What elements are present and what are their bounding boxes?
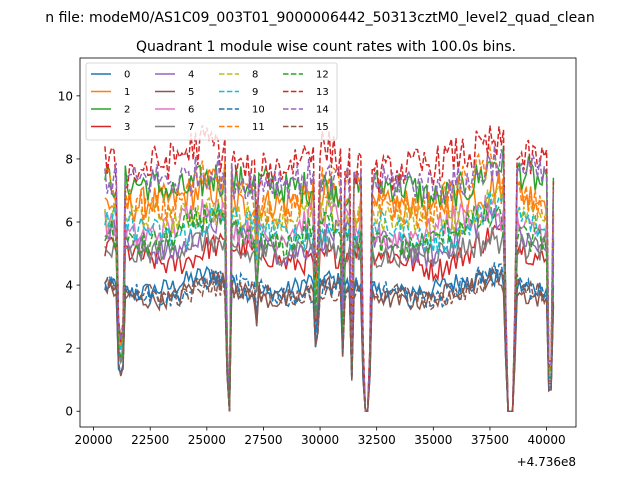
series-line-10	[104, 262, 555, 412]
x-tick-label: 40000	[527, 433, 565, 447]
y-tick-label: 4	[65, 279, 73, 293]
x-tick-label: 37500	[471, 433, 509, 447]
legend-label-1: 1	[124, 87, 130, 98]
series-line-3	[104, 223, 555, 412]
legend-label-11: 11	[252, 122, 265, 133]
legend-label-6: 6	[188, 105, 194, 116]
legend-label-15: 15	[316, 122, 329, 133]
legend-label-5: 5	[188, 87, 194, 98]
series-line-9	[104, 191, 555, 412]
legend-label-0: 0	[124, 70, 130, 81]
chart-title: Quadrant 1 module wise count rates with …	[136, 39, 516, 55]
x-tick-label: 30000	[301, 433, 339, 447]
y-tick-label: 6	[65, 216, 73, 230]
y-tick-label: 10	[58, 89, 73, 103]
series-line-11	[104, 145, 555, 412]
y-tick-label: 2	[65, 342, 73, 356]
y-tick-label: 0	[65, 405, 73, 419]
x-axis: 20000 22500 25000 27500 30000 32500 35000 37500…	[74, 427, 566, 447]
legend-label-14: 14	[316, 105, 329, 116]
series-line-14	[104, 145, 555, 412]
y-tick-label: 8	[65, 152, 73, 166]
x-tick-label: 25000	[188, 433, 226, 447]
legend-label-7: 7	[188, 122, 194, 133]
y-axis: 0 2 4 6 8 10	[58, 89, 80, 419]
series-line-7	[104, 225, 555, 412]
legend-label-3: 3	[124, 122, 130, 133]
series-layer	[104, 124, 555, 412]
legend-label-8: 8	[252, 70, 258, 81]
legend-label-2: 2	[124, 105, 130, 116]
x-offset-label: +4.736e8	[517, 455, 576, 469]
legend-label-12: 12	[316, 70, 329, 81]
series-line-13	[104, 124, 555, 412]
x-tick-label: 22500	[131, 433, 169, 447]
figure-suptitle: n file: modeM0/AS1C09_003T01_9000006442_…	[45, 10, 594, 26]
axes-frame	[79, 57, 577, 428]
x-tick-label: 32500	[358, 433, 396, 447]
series-line-12	[104, 203, 555, 412]
series-line-15	[104, 268, 555, 412]
series-line-0	[104, 265, 555, 412]
legend-label-13: 13	[316, 87, 329, 98]
series-line-8	[104, 183, 555, 412]
legend-label-10: 10	[252, 105, 265, 116]
legend-frame	[85, 62, 338, 141]
legend-label-4: 4	[188, 70, 194, 81]
legend-label-9: 9	[252, 87, 258, 98]
x-tick-label: 35000	[414, 433, 452, 447]
x-tick-label: 20000	[74, 433, 112, 447]
x-tick-label: 27500	[244, 433, 282, 447]
